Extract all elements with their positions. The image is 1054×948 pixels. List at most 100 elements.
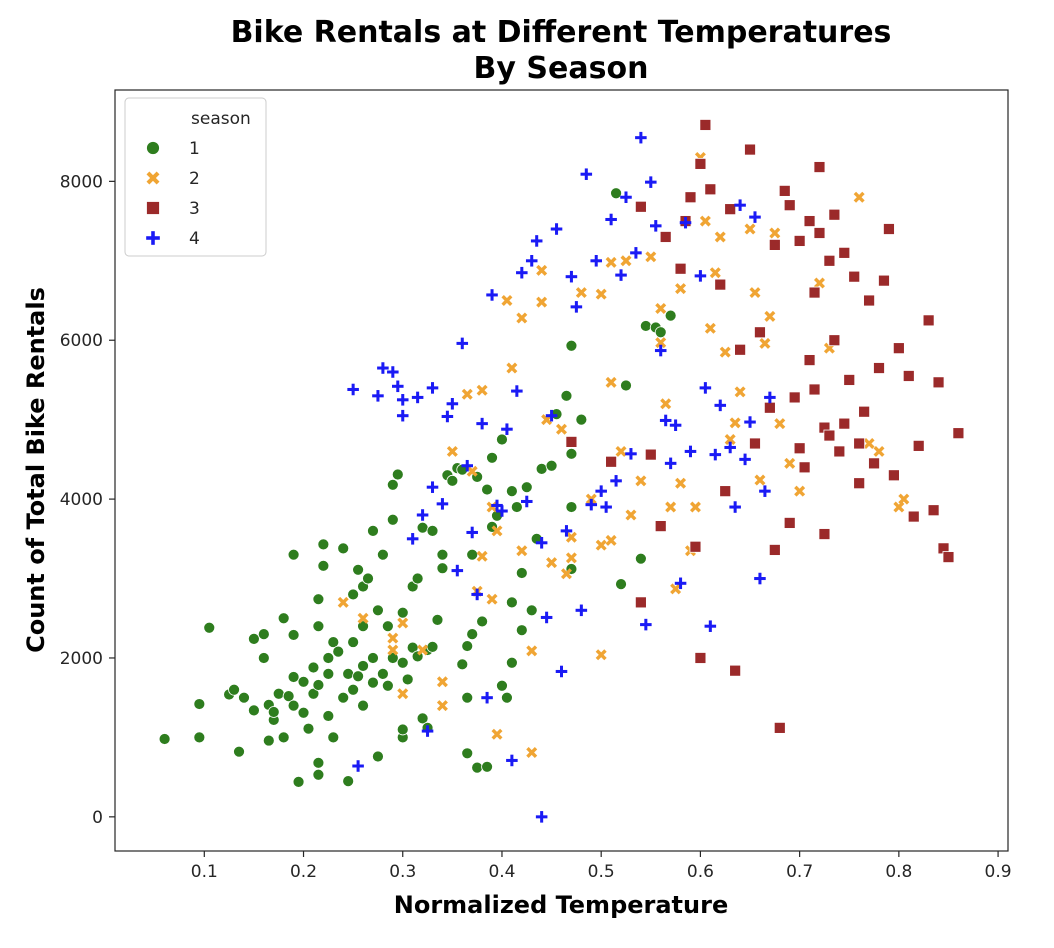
scatter-point <box>793 235 806 247</box>
scatter-point <box>630 247 642 259</box>
marker-shape <box>505 656 518 669</box>
marker-shape <box>828 208 841 221</box>
scatter-point <box>813 161 826 173</box>
x-tick-label: 0.6 <box>687 862 714 882</box>
marker-shape <box>853 437 866 450</box>
scatter-point <box>659 414 672 427</box>
scatter-point <box>491 525 503 537</box>
marker-shape <box>238 691 250 704</box>
scatter-point <box>793 442 806 455</box>
scatter-point <box>277 731 290 744</box>
marker-shape <box>704 322 716 334</box>
scatter-point <box>501 423 513 435</box>
marker-shape <box>843 374 856 386</box>
scatter-point <box>396 394 409 406</box>
marker-shape <box>516 312 528 324</box>
legend-marker <box>146 231 160 245</box>
scatter-point <box>878 274 890 287</box>
scatter-point <box>674 577 687 590</box>
scatter-point <box>526 645 538 657</box>
scatter-point <box>828 334 841 347</box>
marker-shape <box>347 683 360 696</box>
scatter-point <box>784 457 796 469</box>
marker-shape <box>620 255 632 267</box>
scatter-point <box>347 683 360 696</box>
marker-shape <box>863 294 875 307</box>
marker-shape <box>466 548 479 561</box>
scatter-point <box>833 445 846 458</box>
scatter-point <box>665 501 677 513</box>
scatter-point <box>570 301 583 313</box>
scatter-point <box>674 262 687 275</box>
scatter-point <box>699 119 712 131</box>
scatter-point <box>675 283 687 295</box>
y-tick-label: 2000 <box>60 649 103 669</box>
marker-shape <box>416 712 429 725</box>
scatter-point <box>516 545 528 557</box>
marker-shape <box>754 326 766 339</box>
legend-label: 2 <box>189 169 200 189</box>
marker-shape <box>595 649 607 661</box>
scatter-point <box>416 712 429 725</box>
scatter-point <box>501 691 513 704</box>
marker-shape <box>729 664 742 677</box>
scatter-point <box>337 542 350 555</box>
marker-shape <box>386 478 399 491</box>
scatter-point <box>426 382 439 394</box>
marker-shape <box>515 624 528 637</box>
scatter-point <box>858 405 871 418</box>
legend-label: 3 <box>189 199 200 219</box>
scatter-point <box>238 691 250 704</box>
scatter-point <box>496 433 508 446</box>
series-4 <box>347 131 776 823</box>
marker-shape <box>615 445 627 457</box>
scatter-point <box>292 775 305 788</box>
scatter-point <box>808 383 821 396</box>
scatter-point <box>416 521 429 534</box>
scatter-point <box>808 286 821 299</box>
scatter-point <box>476 550 488 562</box>
scatter-point <box>337 691 350 704</box>
marker-shape <box>362 572 374 585</box>
scatter-point <box>466 548 479 561</box>
scatter-point <box>545 459 558 472</box>
scatter-point <box>486 289 498 301</box>
marker-shape <box>808 383 821 396</box>
scatter-point <box>496 505 508 517</box>
scatter-point <box>942 551 955 563</box>
marker-shape <box>481 760 493 773</box>
scatter-point <box>312 620 325 633</box>
scatter-point <box>397 617 409 629</box>
scatter-point <box>516 312 528 324</box>
scatter-point <box>257 628 270 641</box>
marker-shape <box>575 287 587 299</box>
marker-shape <box>734 386 746 398</box>
scatter-point <box>387 366 399 378</box>
scatter-point <box>357 699 369 712</box>
chart-title-line-1: Bike Rentals at Different Temperatures <box>231 15 892 50</box>
scatter-point <box>397 688 409 700</box>
legend-title: season <box>191 109 251 129</box>
marker-shape <box>565 339 578 352</box>
scatter-point <box>372 750 384 763</box>
scatter-point <box>749 287 761 299</box>
marker-shape <box>605 455 618 468</box>
scatter-point <box>506 754 518 767</box>
marker-shape <box>193 698 206 710</box>
scatter-point <box>634 200 647 213</box>
scatter-point <box>545 409 558 422</box>
scatter-point <box>694 157 707 170</box>
marker-shape <box>798 461 811 474</box>
scatter-point <box>838 417 851 430</box>
marker-shape <box>556 423 567 435</box>
scatter-point <box>724 203 737 216</box>
scatter-point <box>873 362 885 374</box>
scatter-point <box>556 423 567 435</box>
scatter-point <box>635 131 647 144</box>
scatter-point <box>749 211 761 223</box>
marker-shape <box>510 501 523 513</box>
scatter-point <box>773 721 786 734</box>
marker-shape <box>292 775 305 788</box>
marker-shape <box>898 493 910 505</box>
